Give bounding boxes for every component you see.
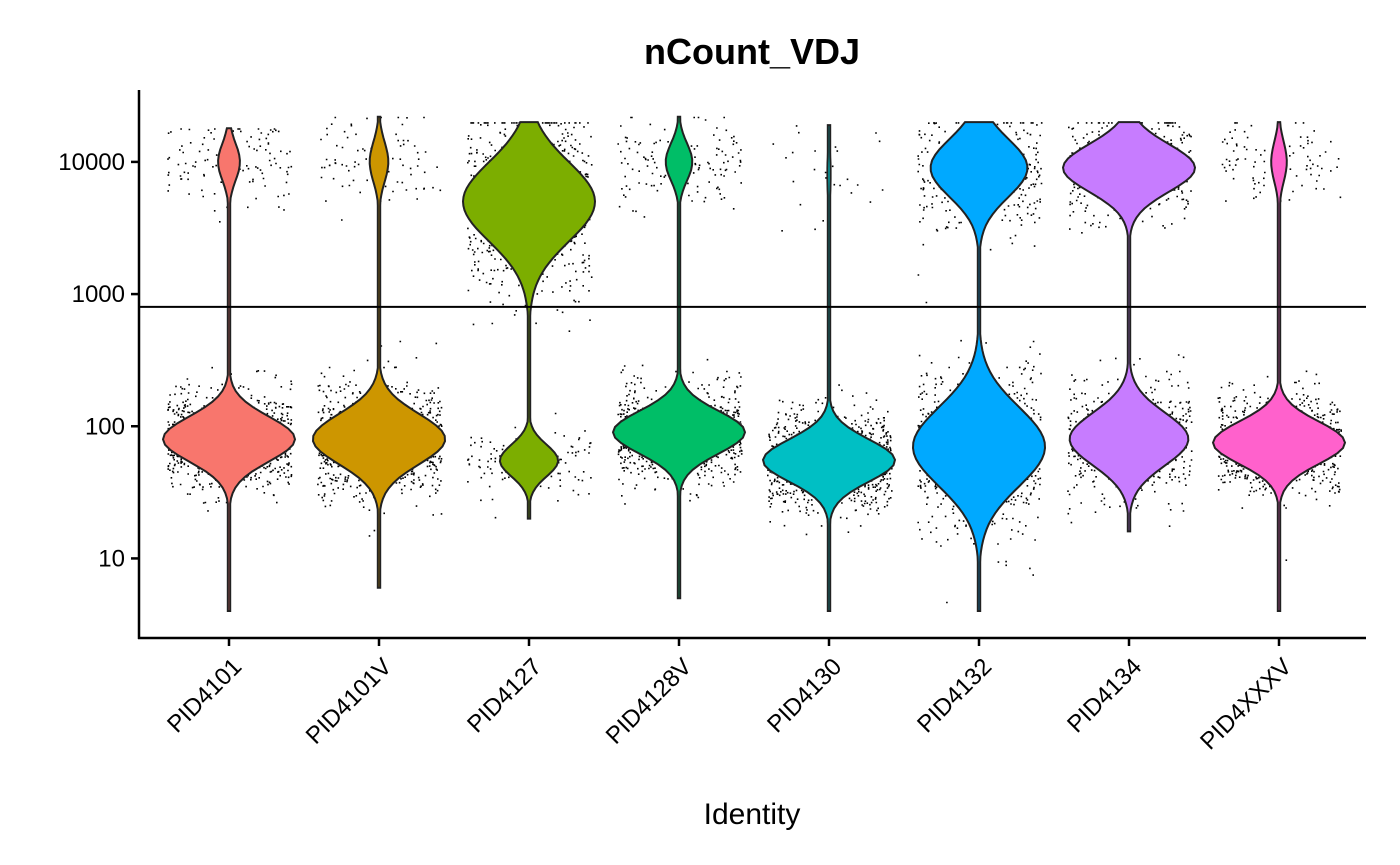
x-axis-label: Identity xyxy=(704,798,801,831)
x-tick-label-PID4127: PID4127 xyxy=(462,653,547,738)
points-PID4XXXV-marks xyxy=(1217,122,1342,561)
x-tick-label-PID4134: PID4134 xyxy=(1062,653,1147,738)
violin-PID4128V xyxy=(611,115,747,600)
violin-PID4101V xyxy=(311,115,447,589)
y-tick-label-1000: 1000 xyxy=(72,281,125,308)
y-tick-label-100: 100 xyxy=(85,413,125,440)
violin-PID4130 xyxy=(761,124,897,612)
violins xyxy=(161,115,1347,612)
x-tick-label-PID4130: PID4130 xyxy=(762,653,847,738)
x-axis-ticks: PID4101 PID4101V PID4127 PID4128V PID4130 PID… xyxy=(162,638,1297,755)
violin-PID4132 xyxy=(911,121,1047,612)
y-tick-label-10000: 10000 xyxy=(58,149,125,176)
y-axis-ticks: 10 100 1000 10000 xyxy=(58,149,139,572)
x-tick-label-PID4128V: PID4128V xyxy=(601,653,697,749)
y-tick-label-10: 10 xyxy=(98,545,125,572)
x-tick-label-PID4101: PID4101 xyxy=(162,653,247,738)
violin-PID4XXXV xyxy=(1211,121,1347,612)
violin-PID4134 xyxy=(1061,121,1197,533)
violin-PID4101 xyxy=(161,127,297,612)
x-tick-label-PID4XXXV: PID4XXXV xyxy=(1195,653,1297,755)
violin-PID4127 xyxy=(461,121,597,520)
x-tick-label-PID4101V: PID4101V xyxy=(301,653,397,749)
x-tick-label-PID4132: PID4132 xyxy=(912,653,997,738)
chart-title: nCount_VDJ xyxy=(644,31,860,72)
points-PID4XXXV xyxy=(1217,122,1342,561)
